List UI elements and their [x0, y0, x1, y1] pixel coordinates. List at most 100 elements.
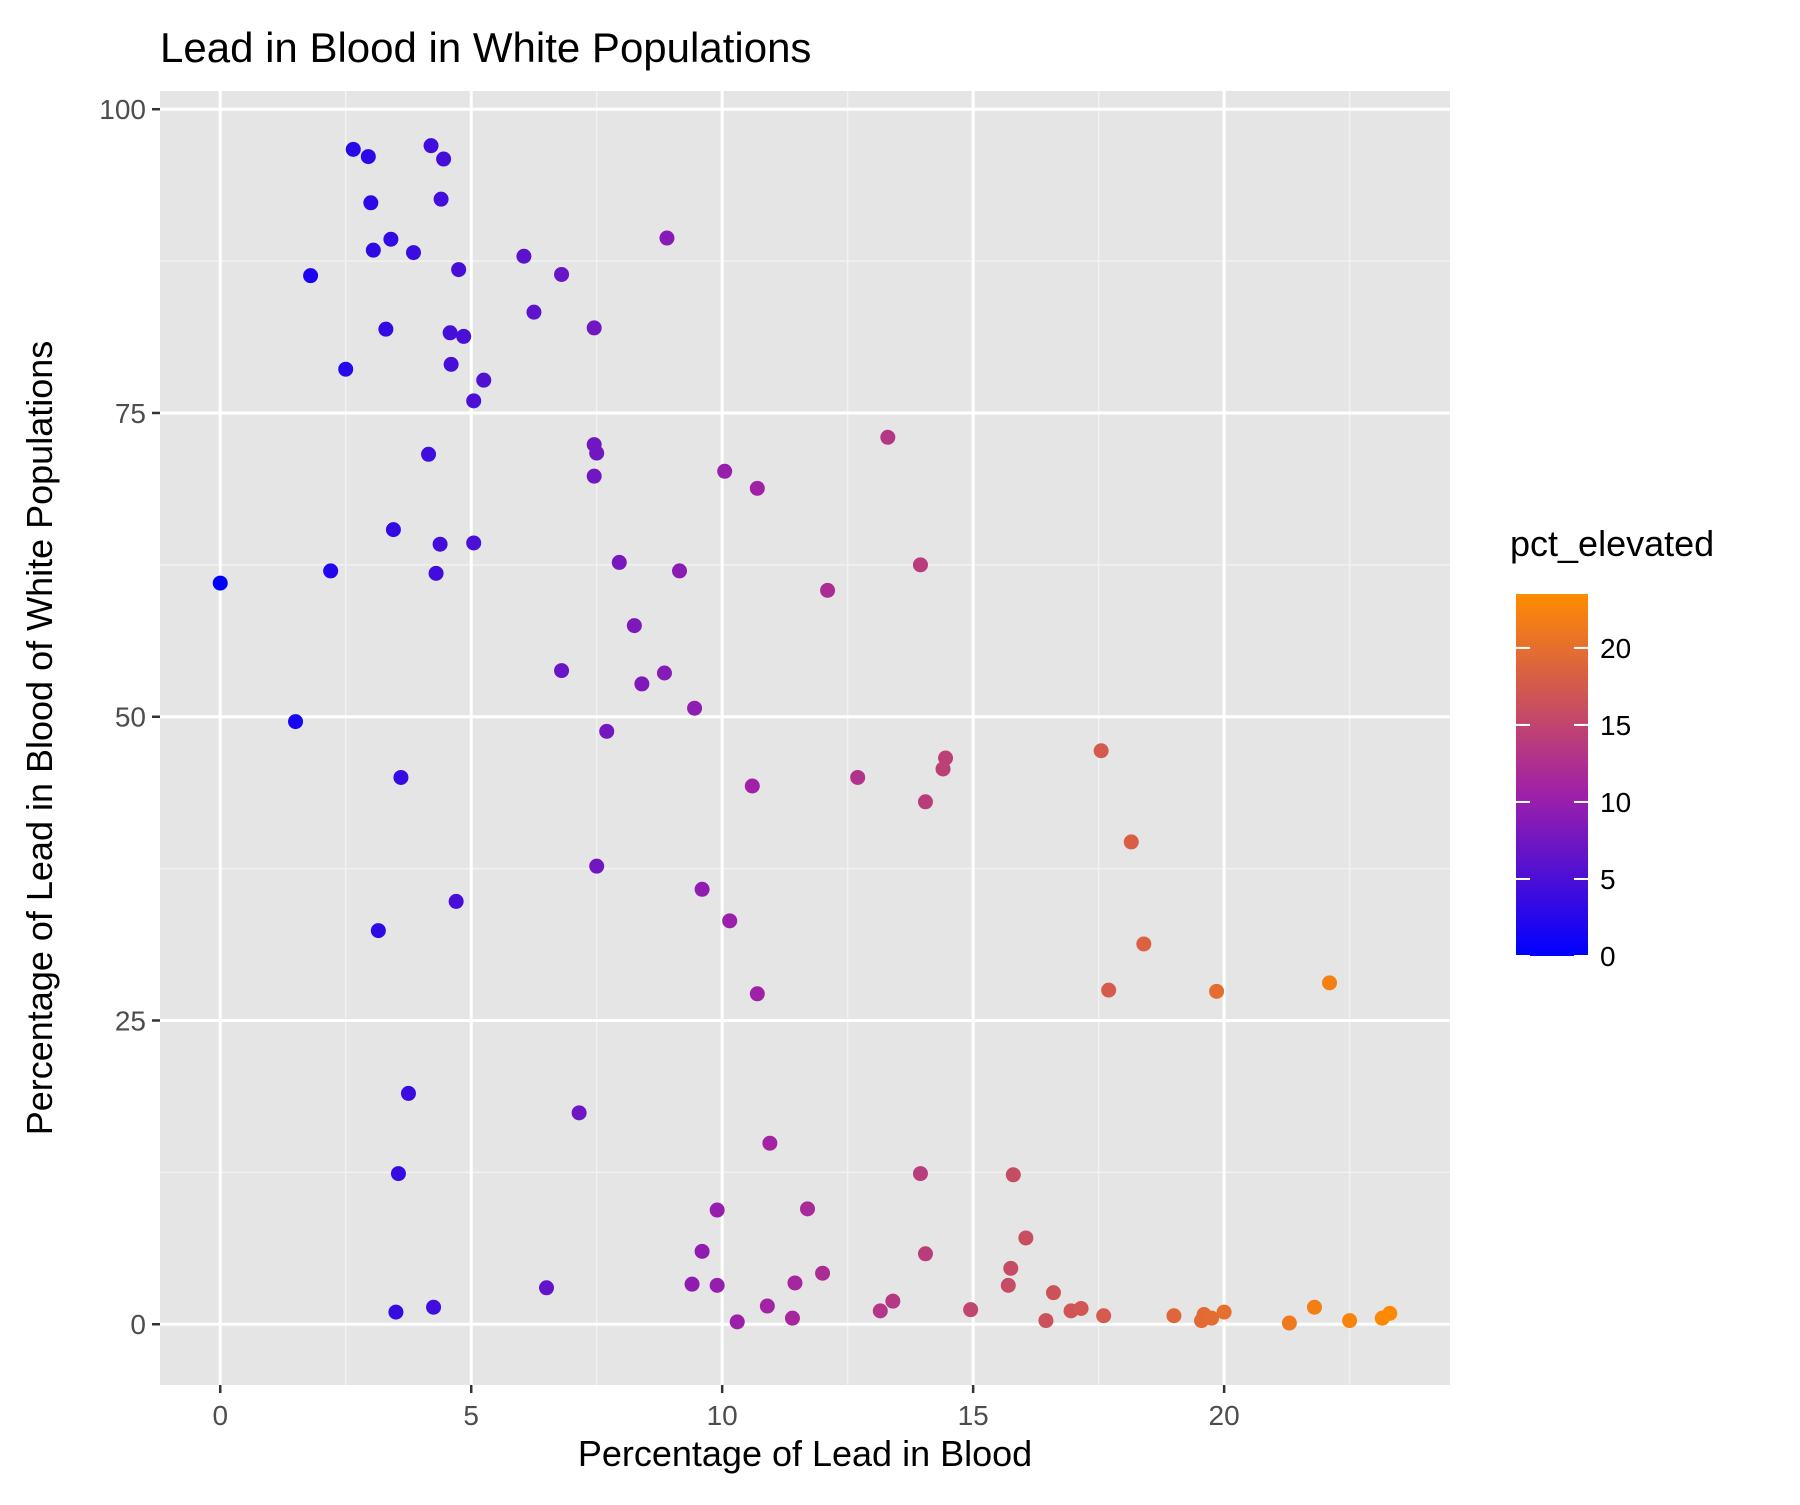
- legend-ticks: 0 5 10 15 20: [1516, 633, 1631, 972]
- axis-ticks: 0 5 10 15 20 0 25 50 75 100: [99, 94, 1239, 1431]
- grid-lines: [160, 91, 1450, 1385]
- data-point: [938, 750, 954, 766]
- data-point: [516, 248, 532, 264]
- data-point: [1005, 1167, 1021, 1183]
- data-point: [1136, 936, 1152, 952]
- data-point: [303, 268, 319, 284]
- y-tick-label: 0: [130, 1309, 146, 1340]
- data-point: [432, 536, 448, 552]
- data-point: [421, 446, 437, 462]
- data-point: [345, 141, 361, 157]
- plot-panel: [160, 91, 1450, 1385]
- data-point: [323, 563, 339, 579]
- data-point: [476, 372, 492, 388]
- legend-tick-label: 20: [1600, 633, 1631, 664]
- data-point: [611, 554, 627, 570]
- data-point: [815, 1265, 831, 1281]
- data-point: [448, 893, 464, 909]
- data-point: [694, 1243, 710, 1259]
- data-point: [442, 325, 458, 341]
- data-point: [1123, 834, 1139, 850]
- data-point: [390, 1166, 406, 1182]
- data-point: [787, 1275, 803, 1291]
- data-point: [436, 151, 452, 167]
- x-tick-label: 5: [463, 1400, 479, 1431]
- y-axis-label: Percentage of Lead in Blood of White Pop…: [19, 341, 60, 1136]
- legend-tick-label: 10: [1600, 787, 1631, 818]
- data-point: [360, 149, 376, 165]
- data-point: [684, 1276, 700, 1292]
- data-point: [1096, 1308, 1112, 1324]
- legend-tick-label: 15: [1600, 710, 1631, 741]
- data-point: [212, 575, 228, 591]
- data-point: [850, 769, 866, 785]
- data-point: [722, 913, 738, 929]
- data-point: [428, 565, 444, 581]
- data-point: [626, 618, 642, 634]
- data-point: [538, 1280, 554, 1296]
- data-point: [433, 191, 449, 207]
- x-axis-label: Percentage of Lead in Blood: [578, 1433, 1032, 1474]
- data-point: [672, 563, 688, 579]
- data-point: [749, 986, 765, 1002]
- data-point: [1216, 1304, 1232, 1320]
- data-point: [912, 1166, 928, 1182]
- data-point: [589, 858, 605, 874]
- y-tick-label: 100: [99, 94, 146, 125]
- y-tick-label: 75: [115, 398, 146, 429]
- data-point: [405, 245, 421, 261]
- data-point: [656, 665, 672, 681]
- data-point: [1093, 743, 1109, 759]
- data-point: [383, 231, 399, 247]
- data-point: [466, 393, 482, 409]
- legend-colorbar: [1516, 594, 1588, 956]
- legend-tick-label: 0: [1600, 941, 1616, 972]
- data-point: [586, 468, 602, 484]
- data-point: [820, 582, 836, 598]
- data-point: [426, 1299, 442, 1315]
- data-point: [1018, 1230, 1034, 1246]
- data-point: [338, 361, 354, 377]
- chart-title: Lead in Blood in White Populations: [160, 24, 811, 71]
- data-point: [912, 557, 928, 573]
- data-point: [917, 1246, 933, 1262]
- data-points: [212, 138, 1398, 1331]
- data-point: [370, 923, 386, 939]
- data-point: [1000, 1277, 1016, 1293]
- data-point: [365, 242, 381, 258]
- data-point: [784, 1310, 800, 1326]
- data-point: [963, 1302, 979, 1318]
- data-point: [1073, 1300, 1089, 1316]
- data-point: [1045, 1285, 1061, 1301]
- y-tick-label: 50: [115, 702, 146, 733]
- data-point: [554, 266, 570, 282]
- data-point: [378, 321, 394, 337]
- data-point: [466, 535, 482, 551]
- data-point: [872, 1303, 888, 1319]
- data-point: [1038, 1313, 1054, 1329]
- data-point: [1101, 982, 1117, 998]
- data-point: [400, 1085, 416, 1101]
- data-point: [749, 480, 765, 496]
- data-point: [1204, 1310, 1220, 1326]
- data-point: [451, 262, 467, 278]
- data-point: [709, 1277, 725, 1293]
- x-tick-label: 0: [212, 1400, 228, 1431]
- data-point: [363, 195, 379, 211]
- data-point: [880, 429, 896, 445]
- x-tick-label: 20: [1209, 1400, 1240, 1431]
- data-point: [1281, 1315, 1297, 1331]
- data-point: [687, 700, 703, 716]
- data-point: [393, 769, 409, 785]
- data-point: [456, 328, 472, 344]
- data-point: [589, 445, 605, 461]
- data-point: [526, 304, 542, 320]
- data-point: [885, 1293, 901, 1309]
- data-point: [1382, 1305, 1398, 1321]
- data-point: [800, 1201, 816, 1217]
- data-point: [634, 676, 650, 692]
- data-point: [1322, 975, 1338, 991]
- x-tick-label: 10: [707, 1400, 738, 1431]
